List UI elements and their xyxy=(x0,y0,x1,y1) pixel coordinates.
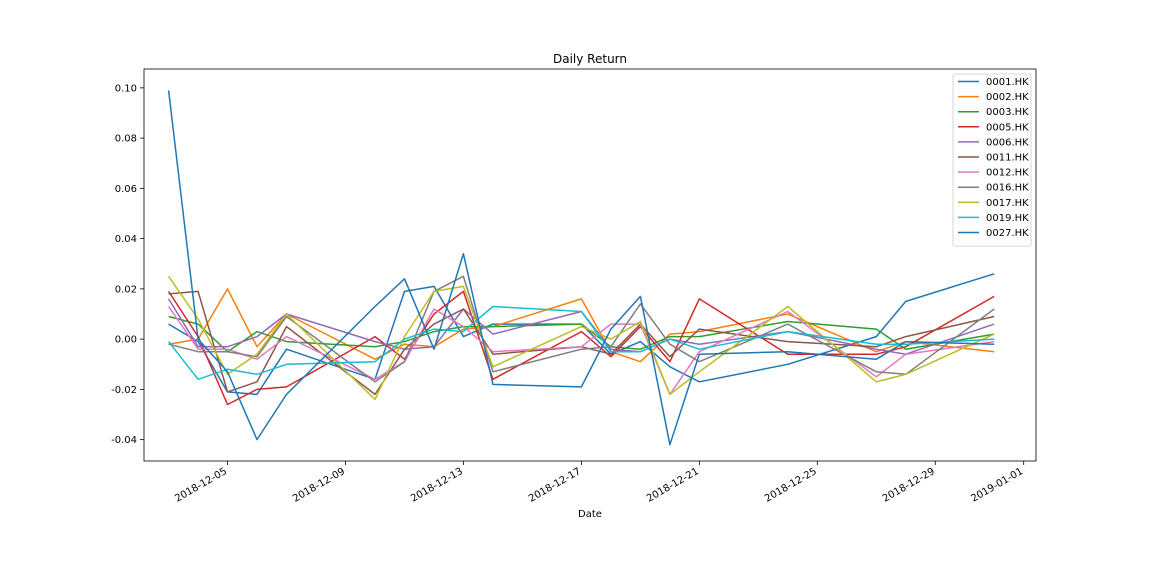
legend-label: 0002.HK xyxy=(986,92,1029,103)
x-axis-label: Date xyxy=(578,509,602,520)
legend-label: 0011.HK xyxy=(986,153,1029,164)
y-tick-label: -0.02 xyxy=(111,385,137,396)
x-tick-label: 2018-12-13 xyxy=(409,466,465,505)
y-tick-label: -0.04 xyxy=(111,435,137,446)
series-line-0001-hk xyxy=(168,273,995,396)
y-tick-label: 0.08 xyxy=(115,134,137,145)
legend-label: 0012.HK xyxy=(986,168,1029,179)
legend-label: 0027.HK xyxy=(986,228,1029,239)
legend: 0001.HK 0002.HK 0003.HK 0005.HK 0006.HK 0011.… xyxy=(952,73,1032,247)
x-axis: 2018-12-05 2018-12-09 2018-12-13 2018-12-17… xyxy=(173,461,1025,505)
legend-label: 0016.HK xyxy=(986,183,1029,194)
series-lines xyxy=(167,90,995,446)
series-line-0003-hk xyxy=(168,315,995,353)
y-axis: -0.04 -0.02 0.00 0.02 0.04 0.06 0.08 0.10 xyxy=(111,83,144,446)
legend-label: 0003.HK xyxy=(986,107,1029,118)
series-line-0012-hk xyxy=(167,306,995,396)
legend-box xyxy=(952,73,1032,247)
series-line-0027-hk xyxy=(167,90,995,446)
x-tick-label: 2018-12-29 xyxy=(881,466,937,505)
y-tick-label: 0.06 xyxy=(115,184,137,195)
y-tick-label: 0.00 xyxy=(115,335,137,346)
series-line-0011-hk xyxy=(168,290,995,396)
series-line-0019-hk xyxy=(168,305,995,381)
legend-label: 0001.HK xyxy=(986,77,1029,88)
y-tick-label: 0.10 xyxy=(115,83,137,94)
legend-label: 0019.HK xyxy=(986,213,1029,224)
chart-title: Daily Return xyxy=(553,52,627,66)
series-line-0016-hk xyxy=(168,275,995,383)
x-tick-label: 2018-12-21 xyxy=(645,466,701,505)
x-tick-label: 2018-12-09 xyxy=(291,466,347,505)
x-tick-label: 2018-12-17 xyxy=(527,466,583,505)
legend-label: 0005.HK xyxy=(986,122,1029,133)
plot-area-frame xyxy=(143,68,1037,462)
y-tick-label: 0.02 xyxy=(115,284,137,295)
y-tick-label: 0.04 xyxy=(115,234,137,245)
legend-label: 0006.HK xyxy=(986,137,1029,148)
x-tick-label: 2018-12-25 xyxy=(763,466,819,505)
x-tick-label: 2019-01-01 xyxy=(969,466,1025,505)
x-tick-label: 2018-12-05 xyxy=(173,466,229,505)
legend-label: 0017.HK xyxy=(986,198,1029,209)
series-line-0017-hk xyxy=(167,275,995,401)
series-line-0005-hk xyxy=(167,290,995,406)
